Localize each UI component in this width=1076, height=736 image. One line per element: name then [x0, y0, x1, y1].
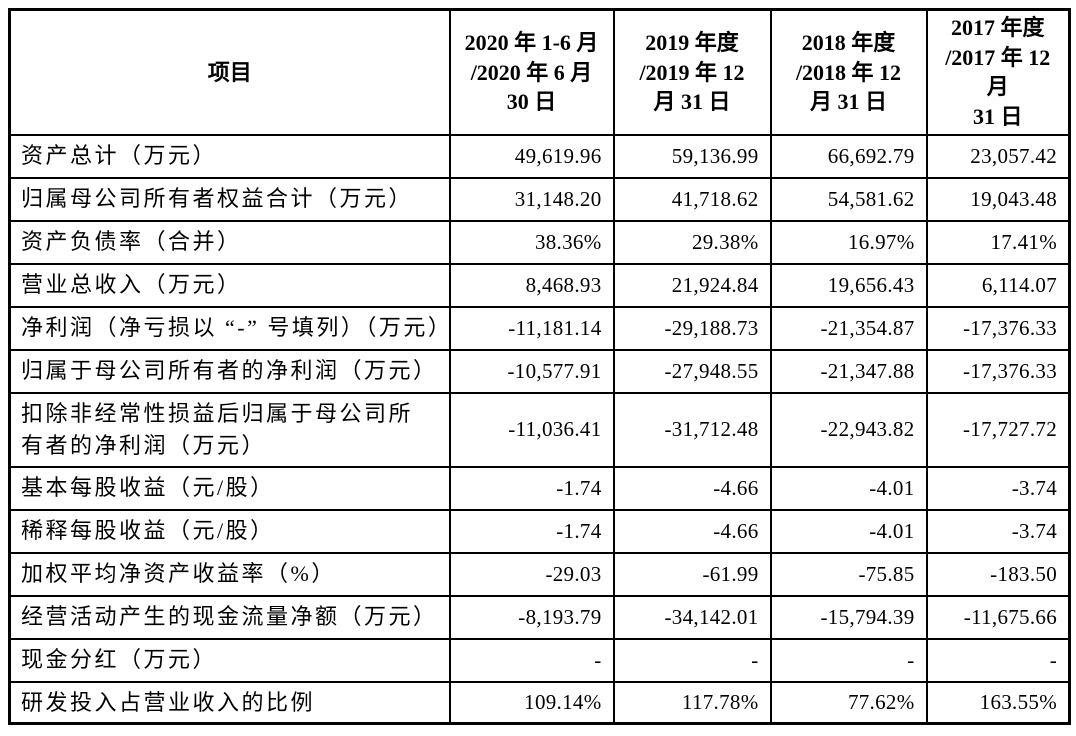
cell-value: 8,468.93: [448, 262, 615, 308]
cell-value: -29.03: [448, 551, 615, 597]
cell-value: 41,718.62: [612, 176, 772, 222]
cell-value: -4.66: [612, 508, 772, 554]
table-row-parent-net-profit: 归属于母公司所有者的净利润（万元） -10,577.91 -27,948.55 …: [8, 348, 1071, 394]
cell-value: 77.62%: [769, 680, 928, 725]
cell-value: 19,043.48: [925, 176, 1071, 222]
cell-value: 54,581.62: [769, 176, 928, 222]
cell-value: -11,675.66: [925, 594, 1071, 640]
row-label: 扣除非经常性损益后归属于母公司所 有者的净利润（万元）: [8, 391, 451, 468]
cell-value: 163.55%: [925, 680, 1071, 725]
cell-value: 21,924.84: [612, 262, 772, 308]
cell-value: -: [769, 637, 928, 683]
row-label: 归属于母公司所有者的净利润（万元）: [8, 348, 451, 394]
cell-value: 19,656.43: [769, 262, 928, 308]
cell-value: 38.36%: [448, 219, 615, 265]
column-header-period-2019: 2019 年度 /2019 年 12 月 31 日: [612, 8, 772, 136]
table-row-weighted-roe: 加权平均净资产收益率（%） -29.03 -61.99 -75.85 -183.…: [8, 551, 1071, 597]
column-header-period-2020: 2020 年 1-6 月 /2020 年 6 月 30 日: [448, 8, 615, 136]
column-header-item: 项目: [8, 8, 451, 136]
table-row-total-revenue: 营业总收入（万元） 8,468.93 21,924.84 19,656.43 6…: [8, 262, 1071, 308]
row-label: 净利润（净亏损以 “-” 号填列）（万元）: [8, 305, 451, 351]
table-row-debt-ratio: 资产负债率（合并） 38.36% 29.38% 16.97% 17.41%: [8, 219, 1071, 265]
financial-summary-table: 项目 2020 年 1-6 月 /2020 年 6 月 30 日 2019 年度…: [8, 8, 1071, 726]
cell-value: -15,794.39: [769, 594, 928, 640]
cell-value: -11,181.14: [448, 305, 615, 351]
cell-value: -183.50: [925, 551, 1071, 597]
cell-value: -10,577.91: [448, 348, 615, 394]
cell-value: -34,142.01: [612, 594, 772, 640]
row-label: 经营活动产生的现金流量净额（万元）: [8, 594, 451, 640]
table-row-diluted-eps: 稀释每股收益（元/股） -1.74 -4.66 -4.01 -3.74: [8, 508, 1071, 554]
cell-value: -1.74: [448, 465, 615, 511]
cell-value: -4.01: [769, 508, 928, 554]
cell-value: -4.01: [769, 465, 928, 511]
cell-value: -17,727.72: [925, 391, 1071, 468]
header-row: 项目 2020 年 1-6 月 /2020 年 6 月 30 日 2019 年度…: [8, 8, 1071, 136]
cell-value: -3.74: [925, 508, 1071, 554]
row-label: 归属母公司所有者权益合计（万元）: [8, 176, 451, 222]
cell-value: -21,354.87: [769, 305, 928, 351]
row-label: 营业总收入（万元）: [8, 262, 451, 308]
cell-value: -3.74: [925, 465, 1071, 511]
cell-value: 66,692.79: [769, 133, 928, 179]
table-row-net-profit: 净利润（净亏损以 “-” 号填列）（万元） -11,181.14 -29,188…: [8, 305, 1071, 351]
cell-value: -1.74: [448, 508, 615, 554]
cell-value: -75.85: [769, 551, 928, 597]
cell-value: -21,347.88: [769, 348, 928, 394]
row-label: 研发投入占营业收入的比例: [8, 680, 451, 725]
table-row-deducted-net-profit: 扣除非经常性损益后归属于母公司所 有者的净利润（万元） -11,036.41 -…: [8, 391, 1071, 468]
cell-value: 117.78%: [612, 680, 772, 725]
cell-value: -8,193.79: [448, 594, 615, 640]
cell-value: -: [612, 637, 772, 683]
cell-value: 31,148.20: [448, 176, 615, 222]
cell-value: -: [925, 637, 1071, 683]
cell-value: -17,376.33: [925, 305, 1071, 351]
table-row-cash-dividend: 现金分红（万元） - - - -: [8, 637, 1071, 683]
table-row-total-assets: 资产总计（万元） 49,619.96 59,136.99 66,692.79 2…: [8, 133, 1071, 179]
cell-value: 49,619.96: [448, 133, 615, 179]
cell-value: 23,057.42: [925, 133, 1071, 179]
row-label: 稀释每股收益（元/股）: [8, 508, 451, 554]
cell-value: -4.66: [612, 465, 772, 511]
row-label: 资产负债率（合并）: [8, 219, 451, 265]
cell-value: -27,948.55: [612, 348, 772, 394]
cell-value: 17.41%: [925, 219, 1071, 265]
row-label: 加权平均净资产收益率（%）: [8, 551, 451, 597]
cell-value: 6,114.07: [925, 262, 1071, 308]
cell-value: -31,712.48: [612, 391, 772, 468]
table-row-basic-eps: 基本每股收益（元/股） -1.74 -4.66 -4.01 -3.74: [8, 465, 1071, 511]
row-label: 资产总计（万元）: [8, 133, 451, 179]
cell-value: -11,036.41: [448, 391, 615, 468]
cell-value: -61.99: [612, 551, 772, 597]
column-header-period-2017: 2017 年度 /2017 年 12 月 31 日: [925, 8, 1071, 136]
row-label: 现金分红（万元）: [8, 637, 451, 683]
cell-value: -22,943.82: [769, 391, 928, 468]
table-row-parent-equity: 归属母公司所有者权益合计（万元） 31,148.20 41,718.62 54,…: [8, 176, 1071, 222]
table-row-operating-cash-flow: 经营活动产生的现金流量净额（万元） -8,193.79 -34,142.01 -…: [8, 594, 1071, 640]
cell-value: 16.97%: [769, 219, 928, 265]
row-label: 基本每股收益（元/股）: [8, 465, 451, 511]
column-header-period-2018: 2018 年度 /2018 年 12 月 31 日: [769, 8, 928, 136]
table-row-rd-revenue-ratio: 研发投入占营业收入的比例 109.14% 117.78% 77.62% 163.…: [8, 680, 1071, 725]
cell-value: -17,376.33: [925, 348, 1071, 394]
cell-value: -: [448, 637, 615, 683]
cell-value: 29.38%: [612, 219, 772, 265]
cell-value: -29,188.73: [612, 305, 772, 351]
cell-value: 109.14%: [448, 680, 615, 725]
cell-value: 59,136.99: [612, 133, 772, 179]
